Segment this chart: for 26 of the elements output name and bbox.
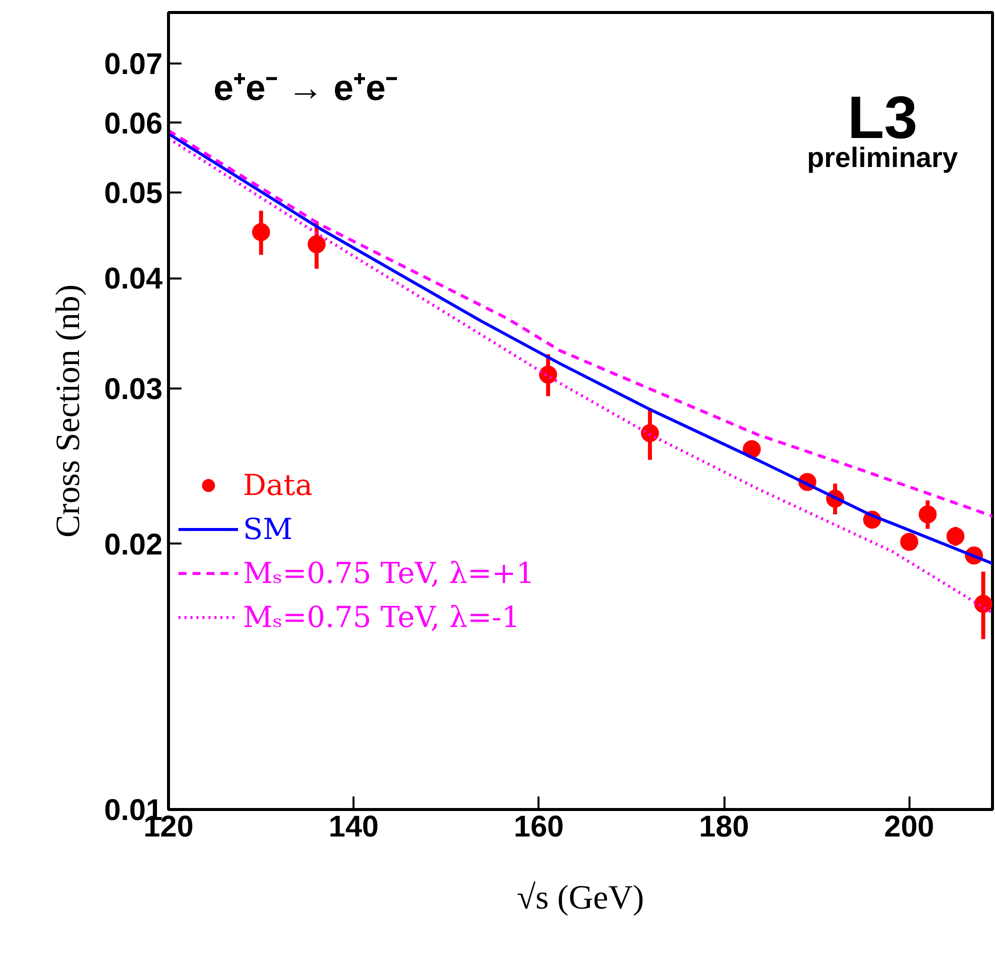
point bbox=[918, 505, 937, 524]
annotation: e⁺e⁻ → e⁺e⁻ bbox=[214, 67, 398, 108]
point bbox=[252, 223, 270, 242]
legend-label: Mₛ=0.75 TeV, λ=+1 bbox=[243, 556, 535, 590]
x-axis-title: √s (GeV) bbox=[516, 880, 644, 916]
point bbox=[742, 440, 761, 458]
x-tick-label: 200 bbox=[884, 810, 934, 844]
point bbox=[308, 235, 326, 254]
x-tick-label: 160 bbox=[514, 810, 564, 844]
y-tick-label: 0.07 bbox=[104, 48, 162, 82]
x-tick-label: 180 bbox=[698, 810, 750, 844]
y-tick-label: 0.03 bbox=[104, 372, 162, 406]
y-tick-label: 0.06 bbox=[104, 107, 162, 140]
point bbox=[974, 594, 992, 613]
point bbox=[539, 366, 558, 384]
point bbox=[900, 532, 918, 551]
y-axis-title: Cross Section (nb) bbox=[50, 284, 88, 538]
y-tick-label: 0.04 bbox=[104, 262, 163, 296]
y-tick-label: 0.02 bbox=[104, 528, 162, 562]
point bbox=[946, 527, 964, 546]
legend-label: Data bbox=[243, 468, 312, 502]
legend-label: SM bbox=[243, 512, 293, 546]
y-tick-label: 0.05 bbox=[104, 177, 162, 210]
point bbox=[640, 424, 659, 442]
legend-label: Mₛ=0.75 TeV, λ=-1 bbox=[243, 600, 520, 634]
x-tick-label: 140 bbox=[328, 810, 379, 844]
